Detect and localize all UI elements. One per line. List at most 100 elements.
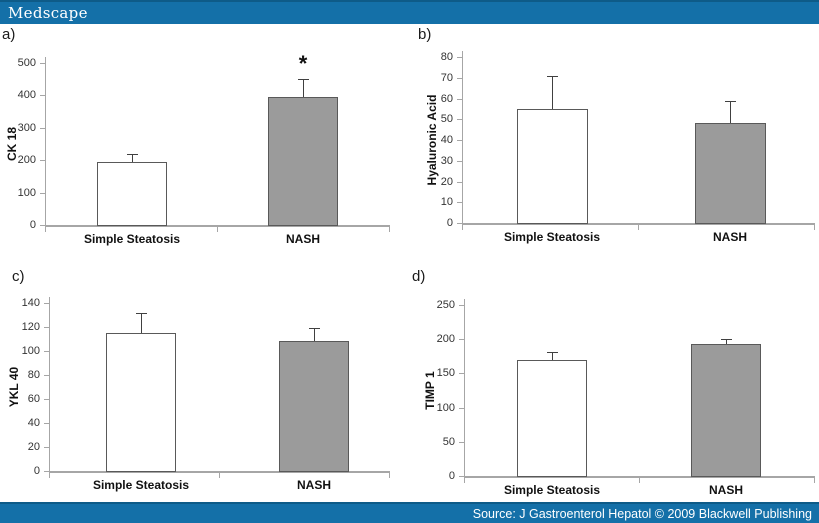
x-tick-mark — [219, 471, 220, 478]
y-tick-mark — [40, 63, 45, 64]
x-tick-mark — [638, 223, 639, 230]
x-tick-mark — [814, 476, 815, 483]
y-tick-mark — [457, 223, 462, 224]
error-bar-cap-simple-steatosis — [547, 76, 558, 77]
y-tick-label: 20 — [27, 441, 40, 453]
bar-simple-steatosis — [97, 162, 167, 226]
y-tick-label: 50 — [442, 436, 455, 448]
chart-panel-ck18: a) 0 100 200 300 400 500 Simple Steatosis NASH *… — [0, 24, 410, 262]
y-tick-mark — [459, 442, 464, 443]
y-tick-label: 60 — [440, 93, 453, 105]
panel-label-c: c) — [12, 268, 25, 285]
bar-nash — [695, 123, 766, 224]
error-bar-whisker-nash — [314, 328, 315, 341]
y-axis-title: TIMP 1 — [423, 371, 437, 410]
y-tick-mark — [457, 140, 462, 141]
chart-panel-ykl40: c) 0 20 40 60 80 100 120 140 Simple Steatosis NAS… — [0, 262, 410, 503]
y-tick-mark — [44, 447, 49, 448]
y-tick-mark — [40, 128, 45, 129]
bar-nash — [268, 97, 338, 226]
error-bar-cap-nash — [309, 328, 320, 329]
y-tick-mark — [44, 471, 49, 472]
error-bar-cap-simple-steatosis — [127, 154, 138, 155]
y-tick-label: 100 — [21, 345, 40, 357]
source-credit-text: Source: J Gastroenterol Hepatol © 2009 B… — [472, 507, 812, 521]
error-bar-whisker-simple-steatosis — [552, 76, 553, 109]
error-bar-whisker-simple-steatosis — [552, 352, 553, 360]
y-tick-mark — [457, 99, 462, 100]
y-tick-label: 300 — [17, 122, 36, 134]
x-category-label-simple-steatosis: Simple Steatosis — [503, 230, 601, 244]
y-tick-mark — [40, 225, 45, 226]
y-tick-mark — [459, 373, 464, 374]
medscape-logo: Medscape — [8, 4, 88, 22]
y-tick-label: 150 — [436, 367, 455, 379]
error-bar-whisker-nash — [730, 101, 731, 123]
y-tick-mark — [457, 78, 462, 79]
y-tick-label: 100 — [17, 187, 36, 199]
error-bar-cap-simple-steatosis — [547, 352, 558, 353]
y-axis-line — [462, 51, 463, 223]
x-category-label-nash: NASH — [712, 230, 747, 244]
y-tick-mark — [44, 375, 49, 376]
y-tick-label: 70 — [440, 72, 453, 84]
x-category-label-nash: NASH — [285, 232, 320, 246]
y-tick-label: 200 — [436, 333, 455, 345]
y-tick-label: 80 — [27, 369, 40, 381]
y-tick-label: 120 — [21, 321, 40, 333]
error-bar-cap-nash — [725, 101, 736, 102]
y-tick-label: 100 — [436, 402, 455, 414]
error-bar-cap-simple-steatosis — [136, 313, 147, 314]
chart-panel-hyaluronic-acid: b) 0 10 20 30 40 50 60 70 80 Simple Steatosis NASH… — [410, 24, 819, 262]
y-tick-mark — [44, 423, 49, 424]
source-footer-bar: Source: J Gastroenterol Hepatol © 2009 B… — [0, 502, 819, 523]
y-axis-title: YKL 40 — [7, 366, 21, 408]
y-axis-title: CK 18 — [5, 127, 19, 162]
y-tick-mark — [457, 182, 462, 183]
bar-nash — [691, 344, 761, 477]
error-bar-whisker-simple-steatosis — [141, 313, 142, 333]
panel-label-a: a) — [2, 26, 16, 43]
x-tick-mark — [639, 476, 640, 483]
y-tick-mark — [459, 339, 464, 340]
error-bar-whisker-nash — [726, 339, 727, 344]
y-tick-label: 200 — [17, 154, 36, 166]
y-tick-label: 500 — [17, 57, 36, 69]
error-bar-cap-nash — [298, 79, 309, 80]
y-axis-line — [49, 297, 50, 471]
error-bar-cap-nash — [721, 339, 732, 340]
chart-panel-timp1: d) 0 50 100 150 200 250 Simple Steatosis NASH TI… — [410, 262, 819, 503]
panel-label-b: b) — [418, 26, 432, 43]
y-tick-label: 400 — [17, 89, 36, 101]
error-bar-whisker-nash — [303, 79, 304, 97]
y-tick-mark — [457, 161, 462, 162]
bar-simple-steatosis — [517, 360, 587, 477]
bar-simple-steatosis — [517, 109, 588, 224]
y-tick-label: 140 — [21, 297, 40, 309]
y-axis-title: Hyaluronic Acid — [425, 94, 439, 186]
y-tick-mark — [44, 399, 49, 400]
y-tick-label: 250 — [436, 299, 455, 311]
y-tick-mark — [459, 408, 464, 409]
bar-simple-steatosis — [106, 333, 176, 472]
x-tick-mark — [217, 225, 218, 232]
bar-nash — [279, 341, 349, 472]
x-category-label-simple-steatosis: Simple Steatosis — [83, 232, 181, 246]
x-category-label-nash: NASH — [296, 478, 331, 492]
y-tick-label: 80 — [440, 51, 453, 63]
y-tick-label: 0 — [29, 219, 36, 231]
x-category-label-nash: NASH — [708, 483, 743, 497]
x-tick-mark — [462, 223, 463, 230]
x-category-label-simple-steatosis: Simple Steatosis — [92, 478, 190, 492]
y-tick-mark — [44, 303, 49, 304]
y-tick-mark — [457, 57, 462, 58]
y-tick-label: 60 — [27, 393, 40, 405]
y-tick-mark — [44, 351, 49, 352]
y-tick-label: 40 — [27, 417, 40, 429]
medscape-header-bar: Medscape — [0, 0, 819, 24]
y-tick-label: 0 — [446, 217, 453, 229]
y-tick-mark — [457, 202, 462, 203]
y-tick-label: 30 — [440, 155, 453, 167]
y-tick-mark — [44, 327, 49, 328]
y-tick-label: 10 — [440, 196, 453, 208]
